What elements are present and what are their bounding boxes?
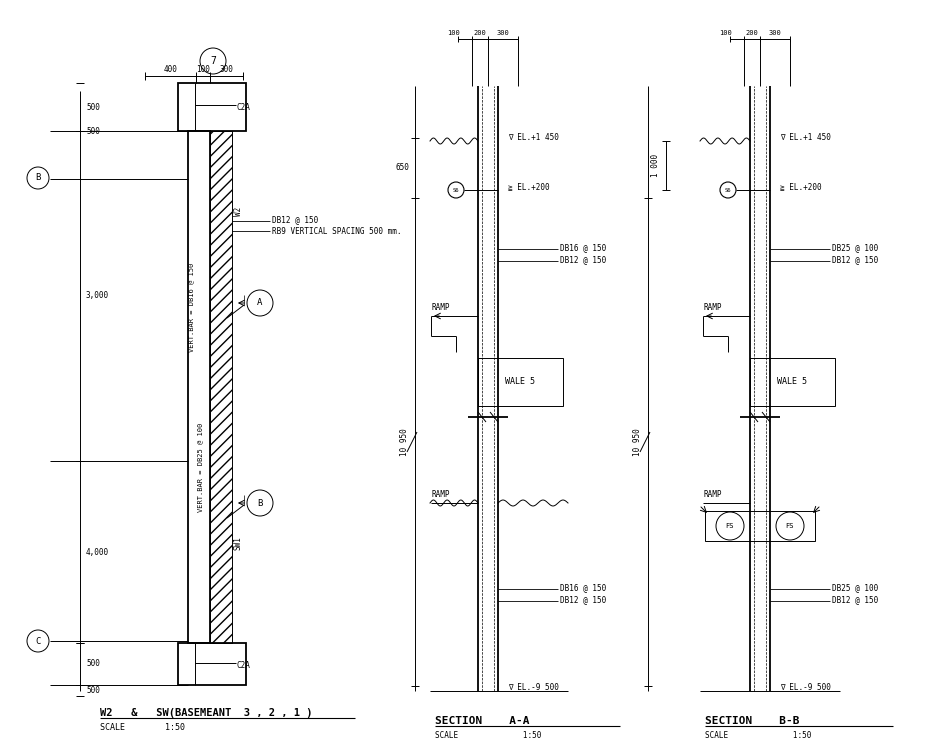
- Text: FS: FS: [785, 523, 794, 529]
- Text: DB12 @ 150: DB12 @ 150: [271, 216, 318, 225]
- Text: 500: 500: [86, 686, 100, 695]
- Text: 650: 650: [395, 164, 408, 173]
- Text: SW1: SW1: [234, 536, 242, 550]
- Text: 100: 100: [447, 30, 460, 36]
- Text: RB9 VERTICAL SPACING 500 mm.: RB9 VERTICAL SPACING 500 mm.: [271, 228, 401, 237]
- Text: VERT.BAR = DB16 @ 150: VERT.BAR = DB16 @ 150: [188, 262, 194, 351]
- Text: C2A: C2A: [237, 660, 251, 669]
- Text: 300: 300: [219, 65, 233, 74]
- Text: SECTION    A-A: SECTION A-A: [434, 716, 529, 726]
- Text: RAMP: RAMP: [703, 490, 722, 499]
- Text: DB16 @ 150: DB16 @ 150: [560, 584, 606, 593]
- Bar: [210, 131, 232, 643]
- Text: DB25 @ 100: DB25 @ 100: [831, 584, 877, 593]
- Text: 100: 100: [719, 30, 732, 36]
- Text: SCALE        1:50: SCALE 1:50: [100, 722, 184, 731]
- Text: DB12 @ 150: DB12 @ 150: [831, 255, 877, 264]
- Text: RAMP: RAMP: [431, 303, 450, 312]
- Text: B: B: [257, 499, 262, 508]
- Text: DB12 @ 150: DB12 @ 150: [560, 255, 606, 264]
- Text: 4,000: 4,000: [86, 547, 109, 556]
- Text: SCALE              1:50: SCALE 1:50: [434, 731, 541, 740]
- Text: RAMP: RAMP: [703, 303, 722, 312]
- Text: ∇ EL.+1 450: ∇ EL.+1 450: [507, 134, 558, 143]
- Text: B: B: [36, 173, 40, 182]
- Text: ∇ EL.-9 500: ∇ EL.-9 500: [507, 683, 558, 692]
- Text: WALE 5: WALE 5: [777, 378, 807, 387]
- Text: 500: 500: [86, 102, 100, 111]
- Text: 400: 400: [164, 65, 177, 74]
- Text: 300: 300: [768, 30, 781, 36]
- Text: 500: 500: [86, 126, 100, 135]
- Text: ≧ EL.+200: ≧ EL.+200: [507, 182, 549, 192]
- Text: W2   &   SW(BASEMEANT  3 , 2 , 1 ): W2 & SW(BASEMEANT 3 , 2 , 1 ): [100, 708, 313, 718]
- Bar: [749, 358, 834, 406]
- Text: A: A: [257, 298, 262, 307]
- Text: 300: 300: [496, 30, 509, 36]
- Text: WALE 5: WALE 5: [505, 378, 535, 387]
- Text: ≧ EL.+200: ≧ EL.+200: [779, 182, 821, 192]
- Text: S6: S6: [452, 188, 459, 192]
- Bar: [188, 131, 210, 643]
- Bar: [178, 643, 246, 685]
- Text: RAMP: RAMP: [431, 490, 450, 499]
- Bar: [477, 358, 563, 406]
- Text: 10 950: 10 950: [400, 428, 408, 456]
- Text: SECTION    B-B: SECTION B-B: [704, 716, 798, 726]
- Text: 3,000: 3,000: [86, 291, 109, 300]
- Text: 200: 200: [473, 30, 486, 36]
- Text: DB16 @ 150: DB16 @ 150: [560, 243, 606, 252]
- Text: ∇ EL.+1 450: ∇ EL.+1 450: [779, 134, 830, 143]
- Text: FS: FS: [725, 523, 734, 529]
- Text: DB25 @ 100: DB25 @ 100: [831, 243, 877, 252]
- Text: 7: 7: [210, 56, 215, 66]
- Text: 200: 200: [745, 30, 757, 36]
- Text: S6: S6: [724, 188, 730, 192]
- Text: C2A: C2A: [237, 102, 251, 111]
- Text: W2: W2: [234, 207, 242, 216]
- Bar: [704, 511, 814, 541]
- Text: 500: 500: [86, 659, 100, 668]
- Text: C: C: [36, 637, 40, 646]
- Text: DB12 @ 150: DB12 @ 150: [560, 596, 606, 605]
- Text: 1 000: 1 000: [651, 154, 659, 177]
- Text: 10 950: 10 950: [633, 428, 641, 456]
- Text: ∇ EL.-9 500: ∇ EL.-9 500: [779, 683, 830, 692]
- Bar: [178, 83, 246, 131]
- Text: VERT.BAR = DB25 @ 100: VERT.BAR = DB25 @ 100: [197, 422, 203, 511]
- Text: DB12 @ 150: DB12 @ 150: [831, 596, 877, 605]
- Text: SCALE              1:50: SCALE 1:50: [704, 731, 811, 740]
- Text: 100: 100: [196, 65, 210, 74]
